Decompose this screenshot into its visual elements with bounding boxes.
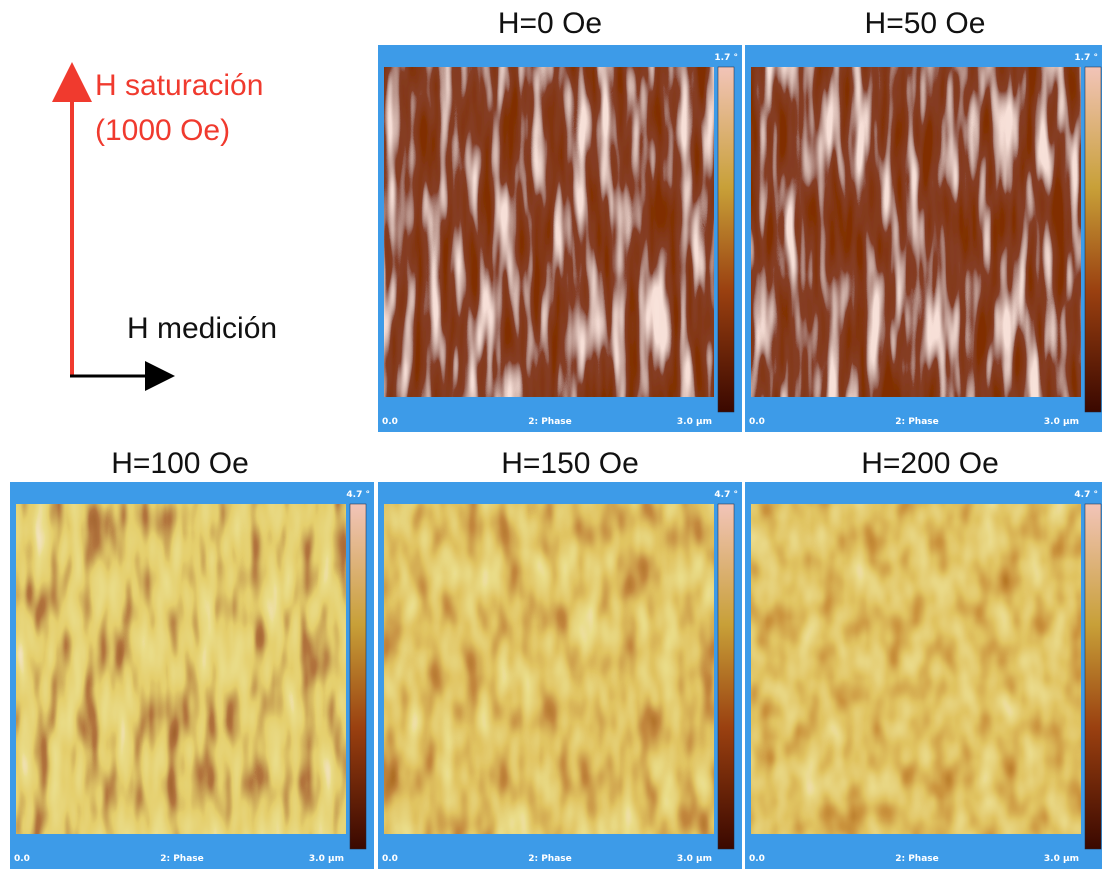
scan-size: 3.0 µm [1044,417,1079,427]
scan-size: 3.0 µm [677,854,712,864]
afm-image [384,67,714,397]
measurement-label: H medición [127,312,277,345]
afm-panel: H=150 Oe 4.7 ° 0.0 2: Phase 3.0 µm [378,447,742,869]
saturation-label: H saturación [95,69,263,102]
color-scale [350,504,366,849]
afm-panel: H=50 Oe 1.7 ° 0.0 2: Phase 3.0 µm [745,7,1102,432]
figure: H saturación (1000 Oe) H medición H=0 Oe… [0,0,1102,869]
channel: 2: Phase [528,854,572,864]
scale-min: 0.0 [14,854,30,864]
scale-min: 0.0 [382,854,398,864]
channel: 2: Phase [528,417,572,427]
afm-image [384,504,714,834]
afm-image [751,504,1081,834]
scale-min: 0.0 [749,854,765,864]
scale-max: 4.7 ° [346,490,370,500]
scan-size: 3.0 µm [677,417,712,427]
panel-title: H=100 Oe [111,447,249,480]
scale-max: 1.7 ° [714,53,738,63]
afm-panel: H=100 Oe 4.7 ° 0.0 2: Phase 3.0 µm [10,447,374,869]
panel-title: H=150 Oe [501,447,639,480]
channel: 2: Phase [895,417,939,427]
saturation-value: (1000 Oe) [95,114,230,147]
panel-title: H=0 Oe [498,7,602,40]
color-scale [1085,504,1101,849]
color-scale [718,67,734,412]
scale-max: 1.7 ° [1074,53,1098,63]
scan-size: 3.0 µm [309,854,344,864]
scale-max: 4.7 ° [714,490,738,500]
panel-title: H=50 Oe [865,7,986,40]
channel: 2: Phase [160,854,204,864]
afm-panel: H=0 Oe 1.7 ° 0.0 2: Phase 3.0 µm [378,7,742,432]
scale-min: 0.0 [382,417,398,427]
color-scale [718,504,734,849]
afm-panel: H=200 Oe 4.7 ° 0.0 2: Phase 3.0 µm [745,447,1102,869]
afm-image [16,504,346,834]
afm-image [751,67,1081,397]
channel: 2: Phase [895,854,939,864]
scale-min: 0.0 [749,417,765,427]
color-scale [1085,67,1101,412]
scan-size: 3.0 µm [1044,854,1079,864]
scale-max: 4.7 ° [1074,490,1098,500]
panel-title: H=200 Oe [861,447,999,480]
